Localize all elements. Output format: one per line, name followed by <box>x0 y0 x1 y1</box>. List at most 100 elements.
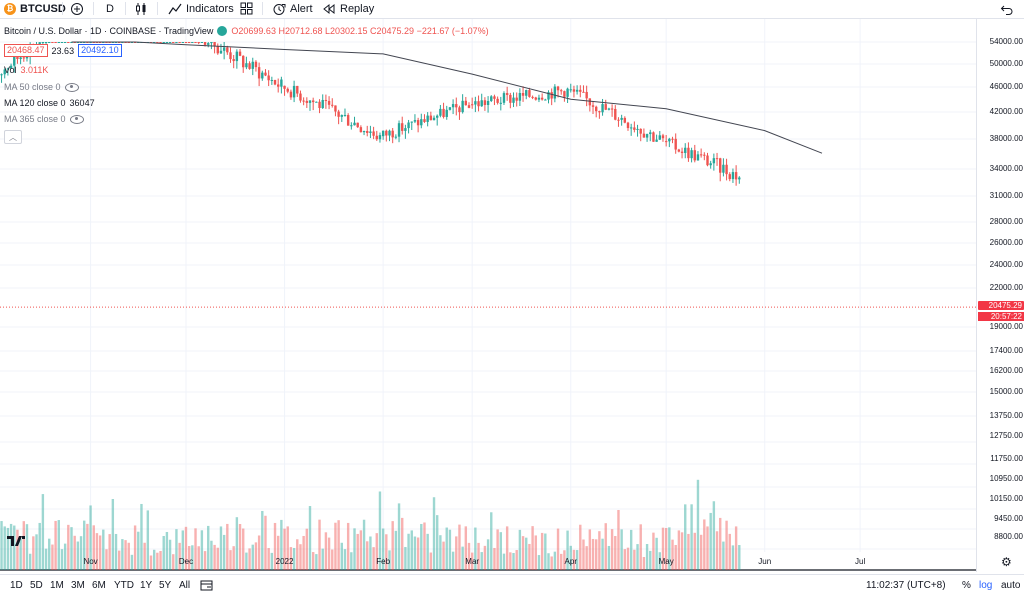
range-button-5y[interactable]: 5Y <box>159 580 172 591</box>
volume-bar <box>499 532 502 570</box>
layouts-button[interactable] <box>240 0 253 17</box>
volume-bar <box>353 528 356 570</box>
candle-body <box>270 80 274 82</box>
candle-body <box>703 154 706 156</box>
range-button-1y[interactable]: 1Y <box>140 580 153 591</box>
bottom-toolbar: 1D 5D 1M 3M 6M YTD 1Y 5Y All 11:02:37 (UTC+8) % … <box>0 574 1024 597</box>
volume-bar <box>191 545 194 570</box>
volume-bar <box>299 544 302 570</box>
candle-body <box>48 42 51 43</box>
volume-bar <box>118 550 121 570</box>
volume-bar <box>572 549 576 570</box>
candle-body <box>369 131 372 133</box>
candle-body <box>668 138 671 142</box>
buy-price-button[interactable]: 20492.10 <box>78 44 122 57</box>
range-button-ytd[interactable]: YTD <box>114 580 134 591</box>
volume-bar <box>502 553 506 570</box>
sell-price-button[interactable]: 20468.47 <box>4 44 48 57</box>
chart-pane[interactable]: Nov Dec 2022 Feb Mar Apr May Jun Jul <box>0 19 976 572</box>
volume-bar <box>617 509 620 570</box>
volume-bar <box>366 541 369 570</box>
candle-body <box>633 127 636 130</box>
chart-settings-gear-icon[interactable]: ⚙ <box>1001 555 1012 569</box>
candle-body <box>334 105 337 112</box>
timezone-clock[interactable]: 11:02:37 (UTC+8) <box>866 580 946 591</box>
alert-button[interactable]: Alert <box>272 0 313 17</box>
volume-bar <box>13 525 16 570</box>
range-button-6m[interactable]: 6M <box>92 580 106 591</box>
volume-bar <box>470 552 474 570</box>
volume-bar <box>257 535 261 570</box>
candle-body <box>318 101 321 109</box>
undo-button[interactable] <box>1000 0 1014 17</box>
candle-body <box>607 108 611 110</box>
range-button-5d[interactable]: 5D <box>30 580 43 591</box>
indicators-button[interactable]: Indicators <box>168 0 234 17</box>
price-chart-svg[interactable]: Nov Dec 2022 Feb Mar Apr May Jun Jul <box>0 19 976 572</box>
volume-bar <box>639 524 642 570</box>
candle-body <box>302 100 305 102</box>
ma365-indicator-label[interactable]: MA 365 close 0 <box>4 114 66 124</box>
candle-body <box>706 155 709 166</box>
chart-type-button[interactable] <box>134 0 148 17</box>
candle-body <box>728 174 731 180</box>
volume-bar <box>76 541 80 570</box>
percent-scale-toggle[interactable]: % <box>962 580 971 591</box>
go-to-date-button[interactable] <box>200 579 214 594</box>
volume-bar <box>690 504 693 570</box>
auto-scale-toggle[interactable]: auto <box>1001 580 1021 591</box>
candle-body <box>680 151 684 153</box>
symbol-search-button[interactable]: ₿ BTCUSD <box>4 0 66 17</box>
volume-indicator-label[interactable]: Vol <box>4 65 17 75</box>
replay-button[interactable]: Replay <box>322 0 374 17</box>
volume-bar <box>649 550 652 570</box>
volume-bar <box>620 529 623 570</box>
ma50-indicator-label[interactable]: MA 50 close 0 <box>4 82 61 92</box>
ma120-indicator-label[interactable]: MA 120 close 0 <box>4 98 66 108</box>
volume-bar <box>534 535 537 570</box>
volume-bar <box>477 542 480 570</box>
volume-bar <box>728 533 731 570</box>
hidden-eye-icon[interactable] <box>64 82 79 92</box>
alarm-clock-icon <box>273 3 286 15</box>
price-axis-label: 16200.00 <box>989 366 1023 375</box>
range-button-all[interactable]: All <box>179 580 191 591</box>
hidden-eye-icon[interactable] <box>69 114 84 124</box>
candle-body <box>172 42 175 43</box>
volume-bar <box>296 539 299 570</box>
volume-bar <box>569 545 572 570</box>
candle-body <box>286 88 289 92</box>
candle-body <box>407 122 410 129</box>
volume-bar <box>334 522 337 570</box>
volume-bar <box>343 549 347 570</box>
candle-body <box>722 164 725 173</box>
candle-body <box>394 136 398 138</box>
log-scale-toggle[interactable]: log <box>979 580 993 591</box>
candle-body <box>585 91 588 99</box>
range-button-1m[interactable]: 1M <box>50 580 64 591</box>
volume-bar <box>22 521 25 570</box>
interval-button[interactable]: D <box>106 2 114 15</box>
candle-body <box>197 42 200 43</box>
volume-bar <box>321 548 324 570</box>
candle-body <box>410 121 413 123</box>
candle-body <box>324 99 328 101</box>
candle-body <box>388 130 391 136</box>
volume-bar <box>372 547 375 570</box>
collapse-legend-button[interactable]: ︿ <box>4 130 22 144</box>
volume-bar <box>610 529 614 570</box>
volume-bar <box>346 522 350 570</box>
volume-bar <box>588 529 592 570</box>
candle-body <box>617 119 620 121</box>
range-button-3m[interactable]: 3M <box>71 580 85 591</box>
price-axis-label: 10950.00 <box>989 474 1023 483</box>
volume-bar <box>248 548 251 570</box>
ohlc-values: O20699.63 H20712.68 L20302.15 C20475.29 … <box>231 26 489 36</box>
volume-bar <box>222 534 226 570</box>
time-axis-label: 2022 <box>276 557 294 566</box>
compare-button[interactable] <box>70 0 84 17</box>
candle-body <box>57 42 60 43</box>
candle-body <box>235 51 239 62</box>
price-axis[interactable]: 54000.00 50000.00 46000.00 42000.00 38000.00… <box>976 19 1024 572</box>
range-button-1d[interactable]: 1D <box>10 580 23 591</box>
